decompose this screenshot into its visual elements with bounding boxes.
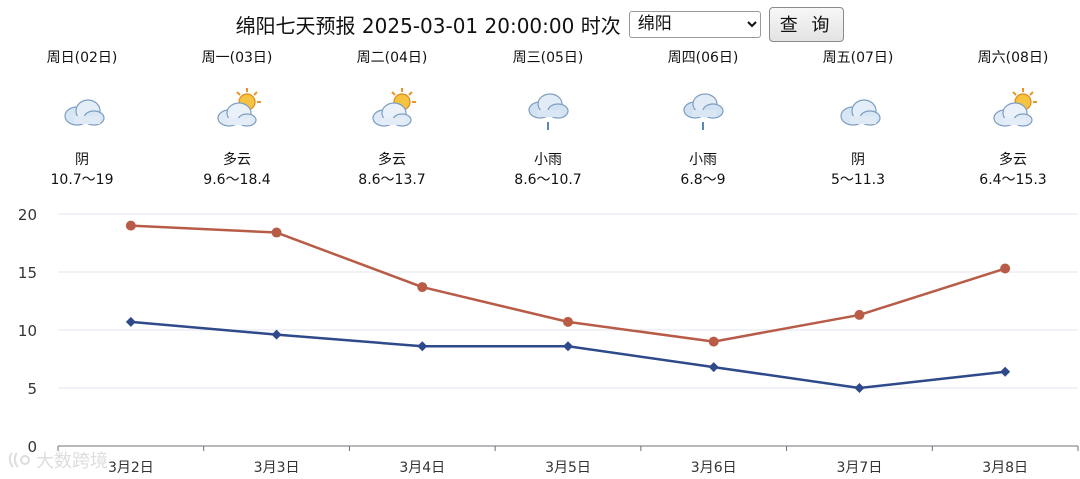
forecast-day: 周日(02日) 阴 10.7～19 bbox=[7, 48, 157, 190]
x-tick-label: 3月8日 bbox=[982, 460, 1028, 476]
data-point bbox=[854, 309, 865, 320]
forecast-condition: 小雨 bbox=[689, 152, 717, 168]
data-point bbox=[854, 383, 865, 393]
x-tick-label: 3月4日 bbox=[399, 460, 445, 476]
forecast-temp-range: 5～11.3 bbox=[830, 172, 886, 188]
forecast-temp-range: 6.4～15.3 bbox=[979, 172, 1047, 188]
y-tick-label: 0 bbox=[27, 438, 37, 456]
forecast-day: 周三(05日) 小雨 8.6～10.7 bbox=[473, 48, 623, 190]
sun-behind-cloud-icon bbox=[993, 88, 1037, 127]
x-tick-label: 3月7日 bbox=[837, 460, 883, 476]
watermark-text: 大数跨境 bbox=[36, 451, 108, 472]
forecast-temp-range: 9.6～18.4 bbox=[203, 172, 271, 188]
forecast-day-label: 周日(02日) bbox=[46, 50, 118, 66]
y-tick-label: 5 bbox=[27, 380, 37, 398]
forecast-temp-range: 8.6～10.7 bbox=[514, 172, 582, 188]
y-tick-label: 10 bbox=[18, 322, 37, 340]
forecast-condition: 多云 bbox=[999, 152, 1027, 168]
x-tick-label: 3月5日 bbox=[545, 460, 591, 476]
y-tick-label: 15 bbox=[18, 264, 37, 282]
sun-behind-cloud-icon bbox=[217, 88, 261, 127]
sun-behind-cloud-icon bbox=[372, 88, 416, 127]
light-rain-icon bbox=[683, 93, 724, 130]
forecast-condition: 多云 bbox=[223, 152, 251, 168]
data-point bbox=[271, 329, 282, 340]
overcast-cloud-icon bbox=[840, 99, 881, 126]
header: 绵阳七天预报 2025-03-01 20:00:00 时次 绵阳 查 询 bbox=[0, 6, 1080, 42]
light-rain-icon bbox=[528, 93, 569, 130]
overcast-cloud-icon bbox=[64, 99, 105, 126]
query-button[interactable]: 查 询 bbox=[768, 6, 845, 42]
data-point bbox=[125, 220, 136, 231]
watermark-logo-icon bbox=[8, 452, 30, 468]
forecast-temp-range: 8.6～13.7 bbox=[358, 172, 426, 188]
forecast-temp-range: 6.8～9 bbox=[680, 172, 726, 188]
forecast-day: 周一(03日) 多云 9.6～18.4 bbox=[162, 48, 312, 190]
x-tick-label: 3月6日 bbox=[691, 460, 737, 476]
data-point bbox=[708, 362, 719, 373]
x-tick-label: 3月3日 bbox=[254, 460, 300, 476]
data-point bbox=[1000, 366, 1011, 377]
forecast-condition: 阴 bbox=[851, 152, 865, 168]
data-point bbox=[125, 316, 136, 327]
forecast-day-label: 周五(07日) bbox=[822, 50, 894, 66]
data-point bbox=[708, 336, 719, 347]
forecast-condition: 小雨 bbox=[534, 152, 562, 168]
forecast-day-label: 周一(03日) bbox=[201, 50, 273, 66]
forecast-day-label: 周二(04日) bbox=[356, 50, 428, 66]
page-title: 绵阳七天预报 2025-03-01 20:00:00 时次 bbox=[235, 13, 621, 38]
forecast-day: 周二(04日) 多云 8.6～13.7 bbox=[317, 48, 467, 190]
forecast-day-label: 周六(08日) bbox=[977, 50, 1049, 66]
data-point bbox=[417, 341, 428, 352]
x-tick-label: 3月2日 bbox=[108, 460, 154, 476]
forecast-condition: 多云 bbox=[378, 152, 406, 168]
data-point bbox=[1000, 263, 1011, 274]
forecast-day: 周五(07日) 阴 5～11.3 bbox=[783, 48, 933, 190]
series-line bbox=[130, 320, 1006, 390]
data-point bbox=[417, 282, 428, 293]
forecast-day-label: 周四(06日) bbox=[667, 50, 739, 66]
watermark: 大数跨境 bbox=[8, 447, 108, 473]
data-point bbox=[271, 227, 282, 238]
data-point bbox=[563, 316, 573, 327]
y-tick-label: 20 bbox=[18, 206, 37, 224]
forecast-day: 周四(06日) 小雨 6.8～9 bbox=[628, 48, 778, 190]
forecast-temp-range: 10.7～19 bbox=[50, 172, 114, 188]
forecast-day-label: 周三(05日) bbox=[512, 50, 584, 66]
forecast-day: 周六(08日) 多云 6.4～15.3 bbox=[938, 48, 1080, 190]
city-select[interactable]: 绵阳 bbox=[628, 10, 761, 38]
forecast-condition: 阴 bbox=[75, 152, 89, 168]
forecast-row: 周日(02日) 阴 10.7～19 周一(03日) 多云 9.6～18.4 周二(04日) 多… bbox=[0, 48, 1080, 198]
data-point bbox=[563, 341, 573, 352]
